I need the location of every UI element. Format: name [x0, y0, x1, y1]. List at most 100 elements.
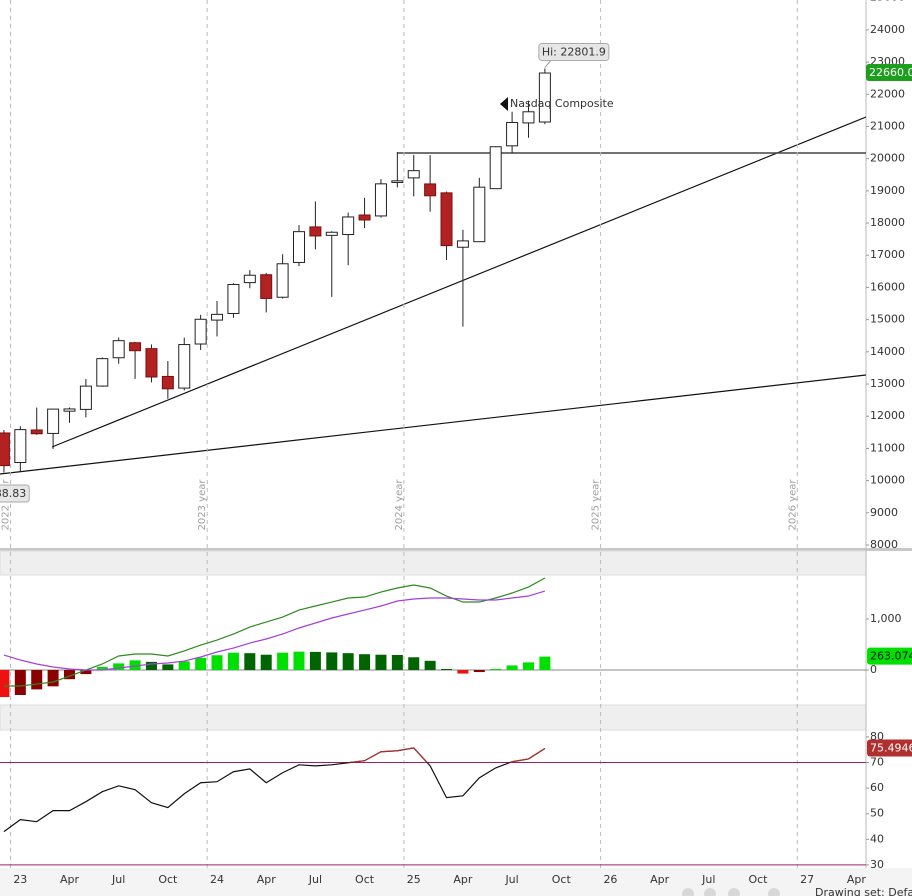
histogram-bar	[47, 670, 59, 687]
year-label: 2022 year	[0, 479, 11, 531]
candle-body	[309, 226, 322, 237]
histogram-bar	[227, 652, 239, 671]
histogram-bar	[96, 666, 108, 671]
value-label: 10088.83	[0, 484, 30, 503]
candle-body	[489, 146, 502, 190]
x-tick-label: Apr	[257, 873, 277, 886]
candle-body	[63, 408, 76, 412]
candle-body	[424, 183, 437, 197]
year-label: 2026 year	[787, 479, 798, 531]
histogram-bar	[457, 670, 469, 674]
candle-body	[374, 183, 387, 217]
histogram-bar	[145, 661, 157, 671]
histogram-bar	[359, 654, 371, 671]
candle-body	[79, 385, 92, 410]
histogram-bar	[506, 665, 518, 671]
y-tick-label: 22000	[870, 87, 905, 100]
histogram-bar	[391, 654, 403, 671]
series-label: Nasdaq Composite	[510, 97, 614, 110]
histogram-bar	[522, 662, 534, 671]
value-label-box	[538, 42, 610, 61]
trend-line	[51, 116, 866, 448]
x-tick-label: 27	[800, 873, 814, 886]
nav-buttons	[682, 888, 780, 896]
trend-line	[0, 374, 866, 475]
x-tick-label: Apr	[453, 873, 473, 886]
value-label-box	[866, 64, 912, 82]
candle-body	[538, 72, 551, 123]
x-tick-label: Apr	[847, 873, 867, 886]
histogram-bar	[80, 670, 92, 675]
nav-button[interactable]	[704, 888, 716, 896]
histogram-bar	[424, 660, 436, 671]
candle-body	[276, 263, 289, 298]
candle-body	[14, 429, 27, 464]
value-label: 22660.0	[866, 64, 912, 82]
y-tick-label: 14000	[870, 345, 905, 358]
x-tick-label: Apr	[60, 873, 80, 886]
x-tick-label: Apr	[650, 873, 670, 886]
y-tick-label: 16000	[870, 280, 905, 293]
histogram-bar	[260, 654, 272, 671]
x-tick-label: Jul	[111, 873, 125, 886]
histogram-bar	[490, 668, 502, 671]
candle-body	[227, 283, 240, 314]
histogram-bar	[473, 670, 485, 673]
y-tick-label: 9000	[870, 506, 898, 519]
indicator-line	[3, 590, 546, 671]
histogram-bar	[293, 651, 305, 671]
candle-body	[391, 180, 404, 183]
value-label-text: 263.074	[870, 650, 912, 663]
candle-body	[473, 186, 486, 243]
year-label: 2023 year	[197, 479, 208, 531]
x-axis-band	[0, 868, 912, 896]
value-label-box	[0, 484, 30, 503]
y-tick-label: 15000	[870, 313, 905, 326]
value-label-text: 75.4946	[870, 741, 912, 754]
x-tick-label: Oct	[748, 873, 768, 886]
candle-body	[112, 340, 125, 359]
candle-body	[129, 342, 142, 352]
high-label-leader	[544, 60, 552, 68]
x-tick-label: Oct	[552, 873, 572, 886]
candle-body	[145, 348, 158, 378]
year-label: 2025 year	[591, 479, 602, 531]
candle-body	[47, 408, 60, 434]
candle-body	[342, 216, 355, 236]
histogram-bar	[14, 670, 26, 696]
y-tick-label: 70	[870, 756, 884, 769]
value-label-text: Hi: 22801.9	[542, 45, 606, 58]
y-tick-label: 20000	[870, 152, 905, 165]
pane-header	[0, 550, 867, 576]
x-tick-label: Oct	[355, 873, 375, 886]
candle-body	[194, 318, 207, 345]
histogram-bar	[342, 653, 354, 671]
value-label-text: 22660.0	[869, 66, 912, 79]
label-pointer	[500, 97, 508, 111]
y-tick-label: 50	[870, 807, 884, 820]
candle-body	[30, 429, 43, 435]
x-tick-label: 25	[407, 873, 421, 886]
y-tick-label: 19000	[870, 184, 905, 197]
histogram-bar	[375, 654, 387, 671]
candle-body	[243, 274, 256, 284]
nav-button[interactable]	[682, 888, 694, 896]
nav-button[interactable]	[728, 888, 740, 896]
histogram-bar	[129, 660, 141, 671]
candle-body	[522, 111, 535, 124]
histogram-bar	[539, 656, 551, 671]
y-tick-label: 13000	[870, 377, 905, 390]
candle-body	[161, 375, 174, 390]
nav-button[interactable]	[768, 888, 780, 896]
candle-body	[325, 231, 338, 236]
x-tick-label: 24	[210, 873, 224, 886]
histogram-bar	[113, 663, 125, 671]
y-tick-label: 60	[870, 781, 884, 794]
drawings	[0, 116, 866, 475]
x-tick-label: Jul	[701, 873, 715, 886]
histogram-bar	[441, 668, 453, 671]
